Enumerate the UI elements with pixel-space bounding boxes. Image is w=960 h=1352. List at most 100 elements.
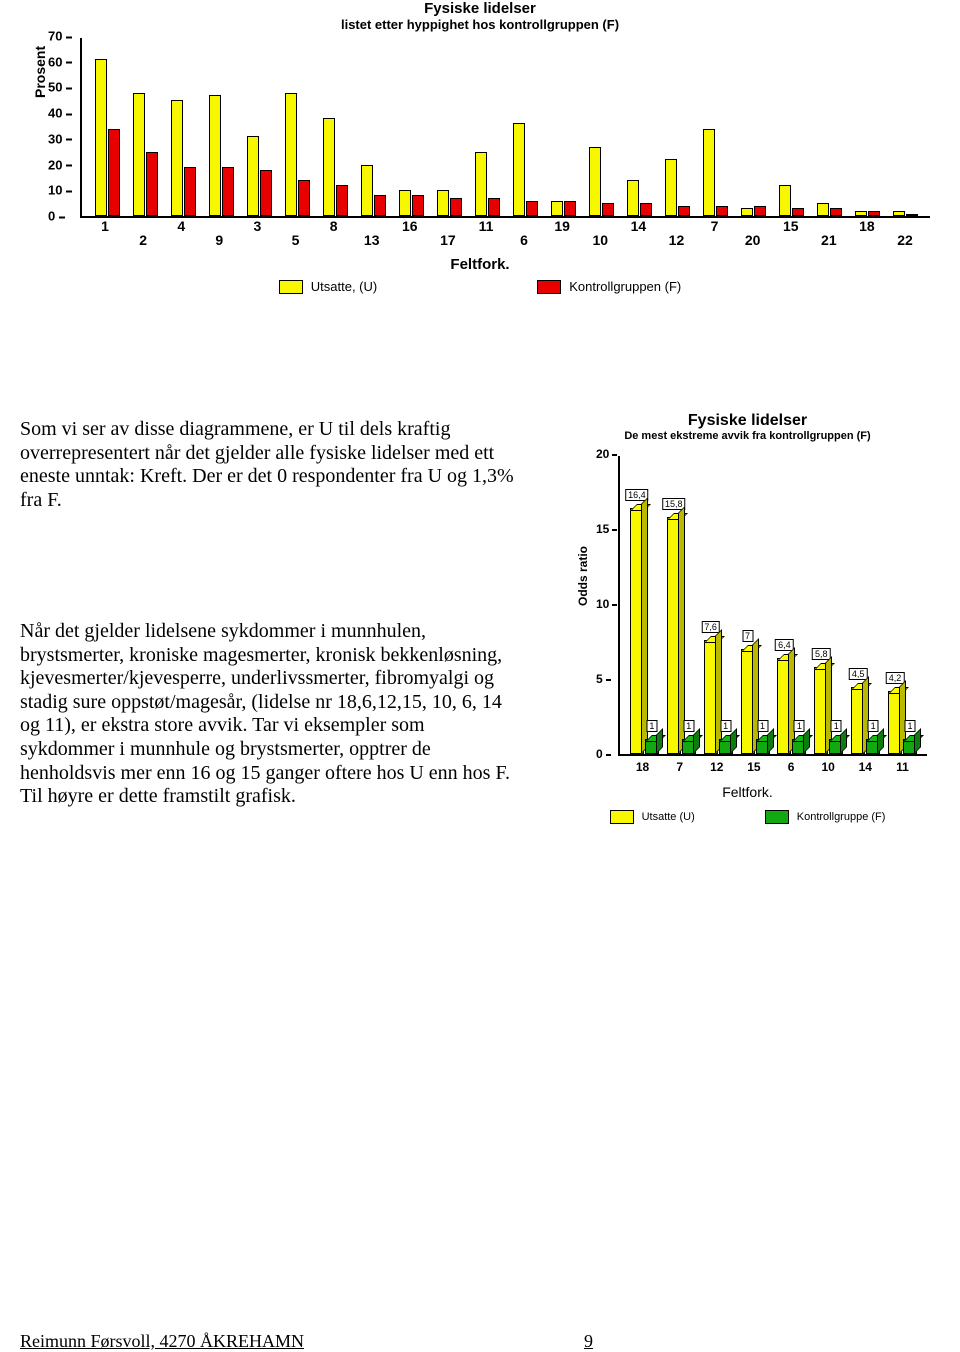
bargroup: 15,81 [663,517,700,754]
bar [665,159,677,216]
bar [868,211,880,216]
bar [437,190,449,216]
bar [285,93,297,216]
bargroup [88,59,126,216]
bar [399,190,411,216]
bar3d: 1 [866,739,880,754]
bar [209,95,221,216]
bar3d: 6,4 [777,658,791,754]
legend-item-kontroll: Kontrollgruppen (F) [537,279,681,294]
chart2-ytick: 5 [596,672,603,686]
bar3d: 1 [903,739,917,754]
bar [551,201,563,216]
value-label: 7,6 [701,621,720,633]
value-label: 4,5 [849,668,868,680]
chart1: Fysiske lidelser listet etter hyppighet … [20,0,940,320]
bar [475,152,487,216]
bar3d: 15,8 [667,517,681,754]
bar [108,129,120,216]
bar [412,195,424,216]
bar3d: 4,5 [851,687,865,755]
chart2-xlabel: 6 [773,760,810,774]
chart1-ytick: 30 [48,131,62,146]
chart1-xlabel: 4 [162,218,200,234]
chart2-xlabel: 12 [698,760,735,774]
chart1-xlabel: 8 [315,218,353,234]
swatch-yellow [279,280,303,294]
legend2-item-u: Utsatte (U) [610,810,695,824]
bargroup [772,185,810,216]
bar [678,206,690,216]
bargroup [506,123,544,216]
chart2-plot: Odds ratio 05101520 16,4115,817,61716,41… [618,456,927,756]
chart2-ytick: 10 [596,597,609,611]
bargroup [316,118,354,216]
page-footer: Reimunn Førsvoll, 4270 ÅKREHAMN 9 [20,1331,940,1352]
footer-author: Reimunn Førsvoll, 4270 ÅKREHAMN [20,1331,304,1352]
chart1-xlabel: 21 [810,232,848,248]
value-label: 1 [794,720,805,732]
swatch-yellow [610,810,634,824]
bar [488,198,500,216]
bar3d: 4,2 [888,691,902,754]
chart2-xlabel: 11 [884,760,921,774]
bar [95,59,107,216]
bar [450,198,462,216]
chart1-xlabel: 17 [429,232,467,248]
bar [374,195,386,216]
bar [526,201,538,216]
legend-item-utsatte: Utsatte, (U) [279,279,377,294]
bargroup [164,100,202,216]
bar3d: 1 [682,739,696,754]
bargroup: 7,61 [700,640,737,754]
bargroup: 71 [737,649,774,754]
chart1-xlabel: 14 [619,218,657,234]
legend-label: Kontrollgruppe (F) [797,811,886,823]
chart1-xlabel: 18 [848,218,886,234]
bar [754,206,766,216]
bar [716,206,728,216]
bar [146,152,158,216]
chart2-xlabel: 10 [810,760,847,774]
value-label: 1 [905,720,916,732]
chart1-ytick: 0 [48,209,55,224]
value-label: 7 [742,630,753,642]
legend-label: Kontrollgruppen (F) [569,279,681,294]
bargroup [696,129,734,216]
bar [323,118,335,216]
bargroup: 6,41 [774,658,811,754]
bar [589,147,601,216]
bargroup: 4,51 [847,687,884,755]
chart1-ytick: 40 [48,106,62,121]
chart1-ytick: 20 [48,157,62,172]
chart1-xlabel: 11 [467,218,505,234]
chart1-plot: Prosent 010203040506070 [80,38,930,218]
bargroup [658,159,696,216]
bar [640,203,652,216]
chart1-ytick: 10 [48,183,62,198]
chart1-xlabel: 6 [505,232,543,248]
bargroup [240,136,278,216]
bar3d: 1 [756,739,770,754]
bar [779,185,791,216]
bar [602,203,614,216]
bar3d: 7 [741,649,755,754]
chart1-subtitle: listet etter hyppighet hos kontrollgrupp… [20,17,940,32]
chart1-xlabel: 12 [657,232,695,248]
chart1-xlabel: 15 [772,218,810,234]
legend-label: Utsatte, (U) [311,279,377,294]
chart1-xlabel: 16 [391,218,429,234]
chart1-ylabel: Prosent [32,46,48,98]
chart2-legend: Utsatte (U) Kontrollgruppe (F) [560,810,935,824]
value-label: 1 [720,720,731,732]
bar [564,201,576,216]
bargroup [886,211,924,216]
bargroup [544,201,582,216]
value-label: 6,4 [775,639,794,651]
bargroup [278,93,316,216]
chart1-legend: Utsatte, (U) Kontrollgruppen (F) [20,279,940,294]
paragraph-2: Når det gjelder lidelsene sykdommer i mu… [20,620,520,809]
chart2-xlabel: 18 [624,760,661,774]
bar [741,208,753,216]
bar [336,185,348,216]
